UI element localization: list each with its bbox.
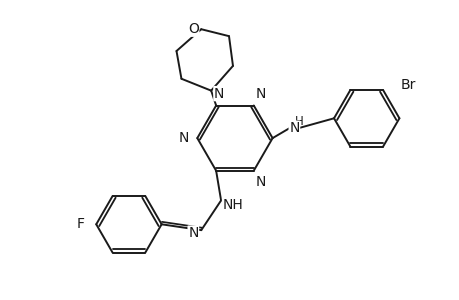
Text: N: N	[188, 226, 198, 240]
Text: N: N	[255, 87, 265, 101]
Text: N: N	[179, 131, 189, 145]
Text: N: N	[255, 175, 265, 189]
Text: F: F	[76, 217, 84, 231]
Text: H: H	[294, 115, 303, 128]
Text: O: O	[187, 22, 198, 36]
Text: N: N	[289, 121, 299, 135]
Text: N: N	[213, 87, 224, 100]
Text: NH: NH	[222, 198, 243, 212]
Text: Br: Br	[400, 78, 415, 92]
